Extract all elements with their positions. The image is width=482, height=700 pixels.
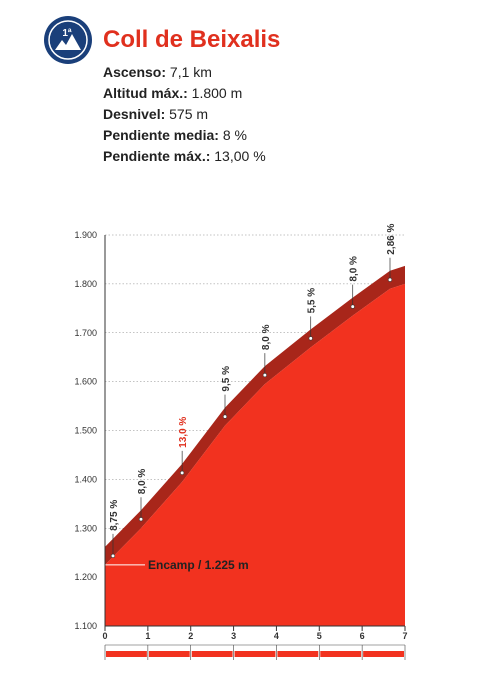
profile-point bbox=[308, 336, 313, 341]
profile-point bbox=[138, 517, 144, 522]
stat-label: Pendiente media: bbox=[103, 127, 219, 143]
gradient-label: 8,0 % bbox=[261, 324, 272, 350]
gradient-label: 8,75 % bbox=[109, 500, 120, 531]
stat-line: Desnivel: 575 m bbox=[103, 106, 208, 122]
x-tick-label: 0 bbox=[102, 631, 107, 641]
gradient-label: 9,5 % bbox=[221, 366, 232, 392]
stat-line: Pendiente máx.: 13,00 % bbox=[103, 148, 266, 164]
y-tick-label: 1.700 bbox=[74, 328, 97, 338]
x-tick-label: 5 bbox=[317, 631, 322, 641]
y-tick-label: 1.600 bbox=[74, 377, 97, 387]
x-tick-label: 3 bbox=[231, 631, 236, 641]
badge-icon: 1ª bbox=[44, 16, 92, 64]
x-tick-label: 1 bbox=[145, 631, 150, 641]
y-tick-label: 1.200 bbox=[74, 572, 97, 582]
profile-point bbox=[262, 372, 267, 378]
profile-point bbox=[387, 277, 393, 282]
km-stripe bbox=[191, 651, 233, 657]
x-tick-label: 4 bbox=[274, 631, 279, 641]
x-tick-label: 7 bbox=[402, 631, 407, 641]
profile-area bbox=[105, 283, 405, 626]
gradient-label: 8,0 % bbox=[349, 256, 360, 282]
stat-line: Pendiente media: 8 % bbox=[103, 127, 247, 143]
stat-value: 575 m bbox=[169, 106, 209, 122]
gradient-label: 8,0 % bbox=[137, 469, 148, 495]
y-tick-label: 1.500 bbox=[74, 426, 97, 436]
start-label: Encamp / 1.225 m bbox=[148, 558, 249, 572]
stat-value: 8 % bbox=[222, 127, 247, 143]
profile-point bbox=[180, 470, 185, 475]
profile-point bbox=[222, 414, 228, 419]
stat-value: 1.800 m bbox=[191, 85, 243, 101]
stat-label: Ascenso: bbox=[103, 64, 167, 80]
y-tick-label: 1.300 bbox=[74, 523, 97, 533]
km-stripe bbox=[320, 651, 362, 657]
y-tick-label: 1.900 bbox=[74, 230, 97, 240]
profile-band bbox=[105, 265, 405, 565]
profile-point bbox=[110, 553, 116, 559]
km-stripe bbox=[363, 651, 404, 657]
title: Coll de Beixalis bbox=[103, 26, 281, 53]
stat-value: 7,1 km bbox=[169, 64, 212, 80]
gradient-label: 13,0 % bbox=[178, 417, 189, 448]
stat-label: Altitud máx.: bbox=[103, 85, 188, 101]
x-tick-label: 2 bbox=[188, 631, 193, 641]
stat-value: 13,00 % bbox=[214, 148, 266, 164]
km-stripe bbox=[148, 651, 190, 657]
y-tick-label: 1.800 bbox=[74, 279, 97, 289]
badge-text: 1ª bbox=[62, 28, 72, 39]
km-stripe bbox=[106, 651, 147, 657]
profile-point bbox=[350, 304, 355, 309]
x-tick-label: 6 bbox=[360, 631, 365, 641]
gradient-label: 2,86 % bbox=[386, 224, 397, 255]
gradient-label: 5,5 % bbox=[307, 288, 318, 314]
header: 1ª Coll de Beixalis Ascenso: 7,1 km Altit… bbox=[0, 0, 482, 170]
stat-label: Desnivel: bbox=[103, 106, 166, 122]
km-stripe bbox=[234, 651, 276, 657]
y-tick-label: 1.100 bbox=[74, 621, 97, 631]
km-stripe bbox=[277, 651, 319, 657]
y-tick-label: 1.400 bbox=[74, 474, 97, 484]
stat-line: Ascenso: 7,1 km bbox=[103, 64, 212, 80]
stat-label: Pendiente máx.: bbox=[103, 148, 211, 164]
stat-line: Altitud máx.: 1.800 m bbox=[103, 85, 242, 101]
